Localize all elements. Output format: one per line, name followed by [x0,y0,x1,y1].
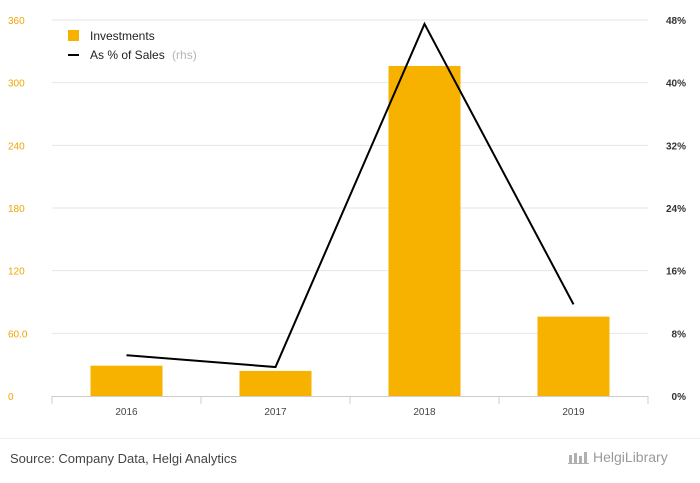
bar-2018 [388,65,461,396]
right-axis: 0% 8% 16% 24% 32% 40% 48% [666,16,686,403]
legend-label-sales-text: As % of Sales [90,48,165,62]
bar-2017 [239,370,312,396]
source-note: Source: Company Data, Helgi Analytics [10,451,237,466]
legend-swatch-investments [68,30,79,41]
line-as-percent-of-sales [126,21,575,369]
right-tick-label: 0% [672,392,687,403]
x-tick-label: 2016 [115,407,138,418]
right-tick-label: 48% [666,16,686,27]
left-tick-label: 360 [8,16,25,27]
left-tick-label: 60.0 [8,329,28,340]
legend-label-investments: Investments [90,29,155,43]
right-tick-label: 40% [666,79,686,90]
bar-2016 [90,365,163,396]
library-icon [568,452,589,464]
left-tick-label: 300 [8,79,25,90]
bar-series [90,65,610,396]
legend-label-rhs: (rhs) [172,48,197,62]
left-axis: 0 60.0 120 180 240 300 360 [8,16,28,403]
x-tick-label: 2017 [264,407,287,418]
right-tick-label: 24% [666,204,686,215]
footer-divider [0,438,700,439]
x-axis: 2016 2017 2018 2019 [51,396,649,418]
chart: 0 60.0 120 180 240 300 360 0% 8% 16% 24% 32% 40% 48%… [8,16,686,418]
x-tick-label: 2018 [413,407,436,418]
right-tick-label: 16% [666,267,686,278]
x-tick-label: 2019 [562,407,585,418]
brand-logo: HelgiLibrary [568,449,668,465]
left-tick-label: 240 [8,141,25,152]
brand-text: HelgiLibrary [593,449,668,465]
left-tick-label: 120 [8,267,25,278]
line-series [126,21,575,369]
legend: Investments As % of Sales (rhs) [68,29,197,62]
right-tick-label: 32% [666,141,686,152]
bar-2019 [537,316,610,396]
right-tick-label: 8% [672,329,687,340]
left-tick-label: 180 [8,204,25,215]
gridlines [52,19,648,334]
left-tick-label: 0 [8,392,14,403]
legend-label-sales: As % of Sales (rhs) [90,48,197,62]
